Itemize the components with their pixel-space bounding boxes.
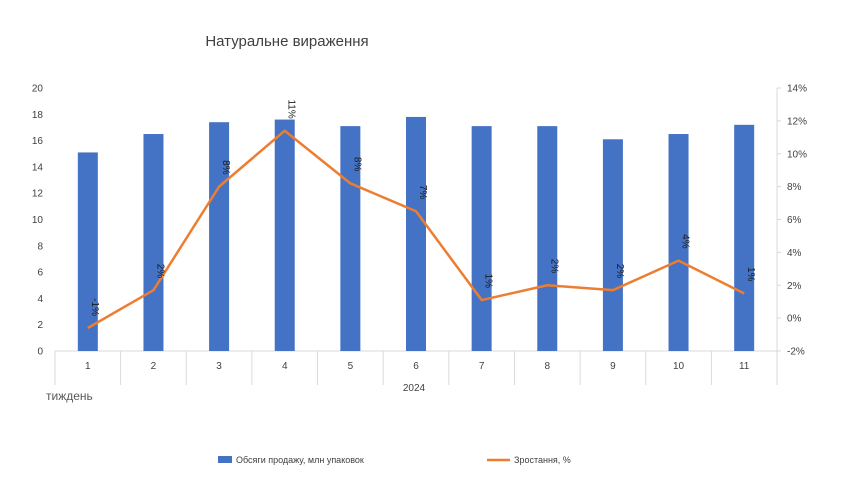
- x-tick-label: 6: [413, 361, 419, 372]
- y-right-tick-label: 10%: [787, 149, 807, 160]
- data-label: 11%: [286, 99, 297, 118]
- x-tick-label: 10: [673, 361, 685, 372]
- bar: [340, 126, 361, 351]
- y-left-tick-label: 10: [32, 215, 44, 226]
- y-left-tick-label: 18: [32, 110, 44, 121]
- bar: [734, 124, 755, 351]
- bar: [602, 139, 623, 351]
- legend-swatch-sales: [218, 456, 232, 463]
- y-left-tick-label: 12: [32, 189, 44, 200]
- legend: Обсяги продажу, млн упаковок Зростання, …: [218, 455, 571, 465]
- y-left-tick-label: 20: [32, 84, 44, 95]
- x-tick-label: 11: [739, 361, 750, 372]
- bar: [406, 116, 426, 352]
- x-group-label: 2024: [403, 383, 426, 394]
- plot-area: 02468101214161820-2%0%2%4%6%8%10%12%14%1…: [32, 84, 807, 385]
- x-tick-label: 3: [216, 361, 222, 372]
- data-label: 4%: [680, 234, 691, 249]
- data-label: 2%: [154, 264, 165, 279]
- data-label: 8%: [351, 157, 362, 172]
- bar: [143, 134, 164, 351]
- y-left-tick-label: 6: [37, 268, 43, 279]
- legend-label-sales: Обсяги продажу, млн упаковок: [236, 455, 364, 465]
- x-tick-label: 2: [151, 361, 157, 372]
- y-left-tick-label: 4: [37, 294, 43, 305]
- legend-label-growth: Зростання, %: [514, 455, 571, 465]
- y-right-tick-label: 2%: [787, 281, 802, 292]
- bar: [537, 126, 558, 351]
- bar: [471, 126, 492, 351]
- bar: [77, 152, 98, 351]
- data-label: 1%: [483, 274, 494, 289]
- data-label: 2%: [548, 259, 559, 274]
- growth-line: [87, 129, 745, 330]
- data-label: 1%: [745, 267, 756, 282]
- y-right-tick-label: 4%: [787, 248, 802, 259]
- y-left-tick-label: 14: [32, 162, 44, 173]
- y-right-tick-label: 12%: [787, 116, 807, 127]
- x-tick-label: 8: [544, 361, 550, 372]
- y-right-tick-label: 14%: [787, 84, 807, 95]
- y-right-tick-label: -2%: [787, 347, 805, 358]
- y-left-tick-label: 16: [32, 136, 44, 147]
- y-left-tick-label: 0: [37, 347, 43, 358]
- y-right-tick-label: 8%: [787, 182, 802, 193]
- x-tick-label: 7: [479, 361, 485, 372]
- x-tick-label: 9: [610, 361, 616, 372]
- data-label: 7%: [417, 185, 428, 200]
- data-label: 2%: [614, 264, 625, 279]
- chart-title: Натуральне вираження: [205, 33, 368, 50]
- y-right-tick-label: 6%: [787, 215, 802, 226]
- x-tick-label: 1: [85, 361, 91, 372]
- x-tick-label: 5: [348, 361, 354, 372]
- x-axis-title: тиждень: [46, 389, 93, 403]
- bar: [668, 134, 689, 351]
- x-tick-label: 4: [282, 361, 288, 372]
- bar: [209, 122, 230, 351]
- y-right-tick-label: 0%: [787, 314, 802, 325]
- y-left-tick-label: 8: [37, 241, 43, 252]
- data-label: -1%: [89, 298, 100, 316]
- y-left-tick-label: 2: [37, 320, 43, 331]
- bar: [274, 119, 295, 351]
- data-label: 8%: [220, 160, 231, 175]
